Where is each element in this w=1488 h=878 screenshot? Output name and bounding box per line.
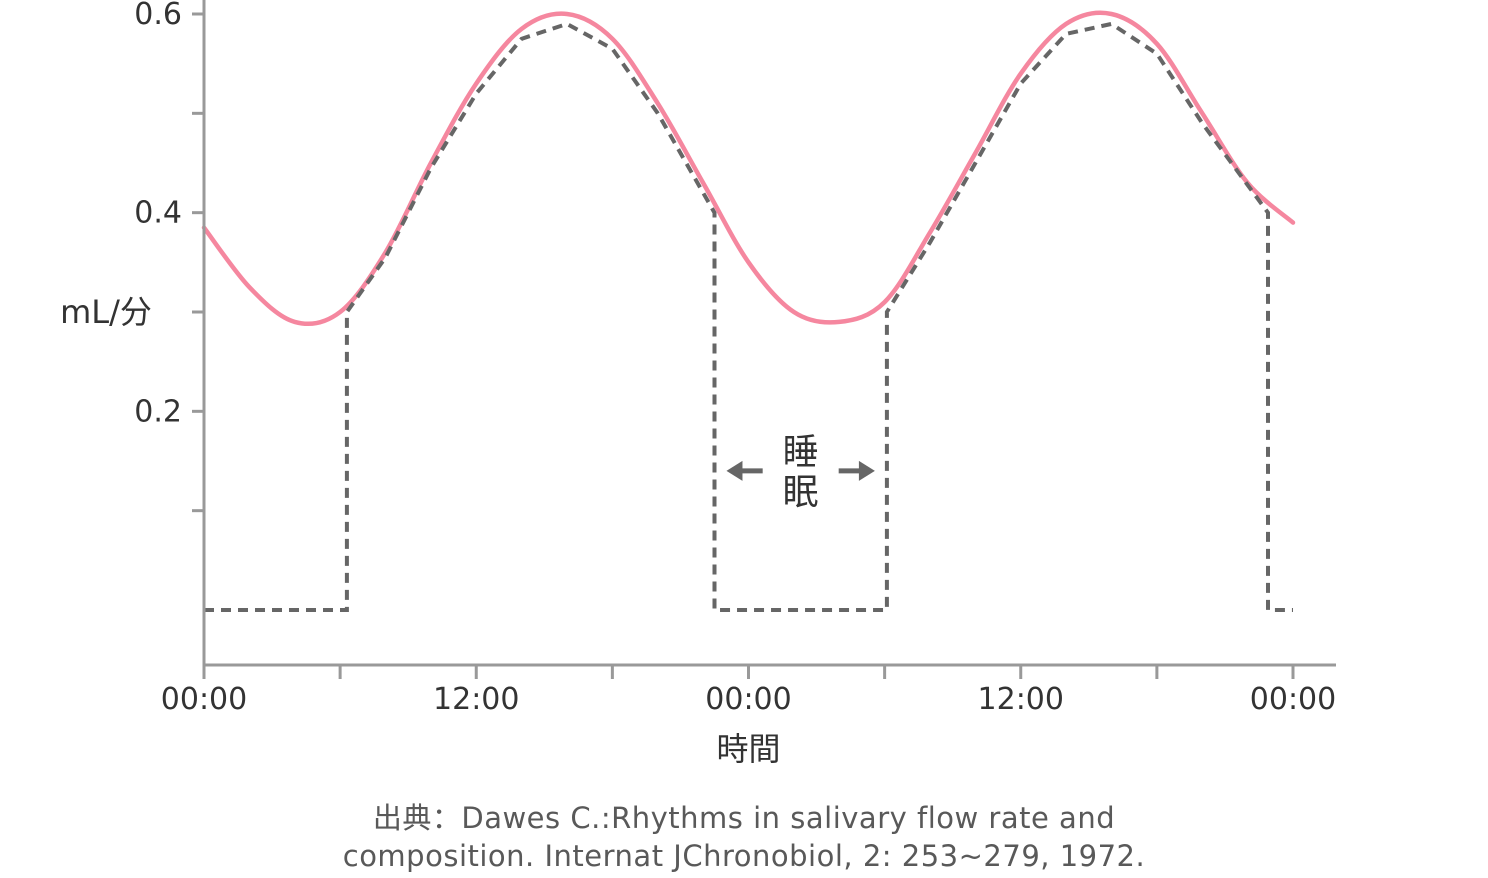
salivary-flow-line <box>201 10 1296 327</box>
source-citation-line2: composition. Internat JChronobiol, 2: 25… <box>342 839 1146 873</box>
y-tick-label: 0.4 <box>134 196 182 231</box>
sleep-wake-dashed-line <box>204 21 1293 612</box>
sleep-arrow-left-icon <box>726 460 743 481</box>
x-tick-label: 00:00 <box>161 682 247 717</box>
x-tick-label: 12:00 <box>433 682 519 717</box>
sleep-arrow-right-icon <box>858 460 875 481</box>
x-tick-label: 12:00 <box>978 682 1064 717</box>
y-tick-label: 0.2 <box>134 394 182 429</box>
source-citation-line1: 出典：Dawes C.:Rhythms in salivary flow rat… <box>372 801 1116 835</box>
x-axis-title: 時間 <box>716 730 780 768</box>
x-tick-label: 00:00 <box>705 682 791 717</box>
sleep-label-char: 睡 <box>783 432 819 473</box>
y-tick-label: 0.6 <box>134 0 182 32</box>
y-axis-title: mL/分 <box>60 293 152 331</box>
sleep-label-char: 眠 <box>783 472 819 513</box>
x-tick-label: 00:00 <box>1250 682 1336 717</box>
